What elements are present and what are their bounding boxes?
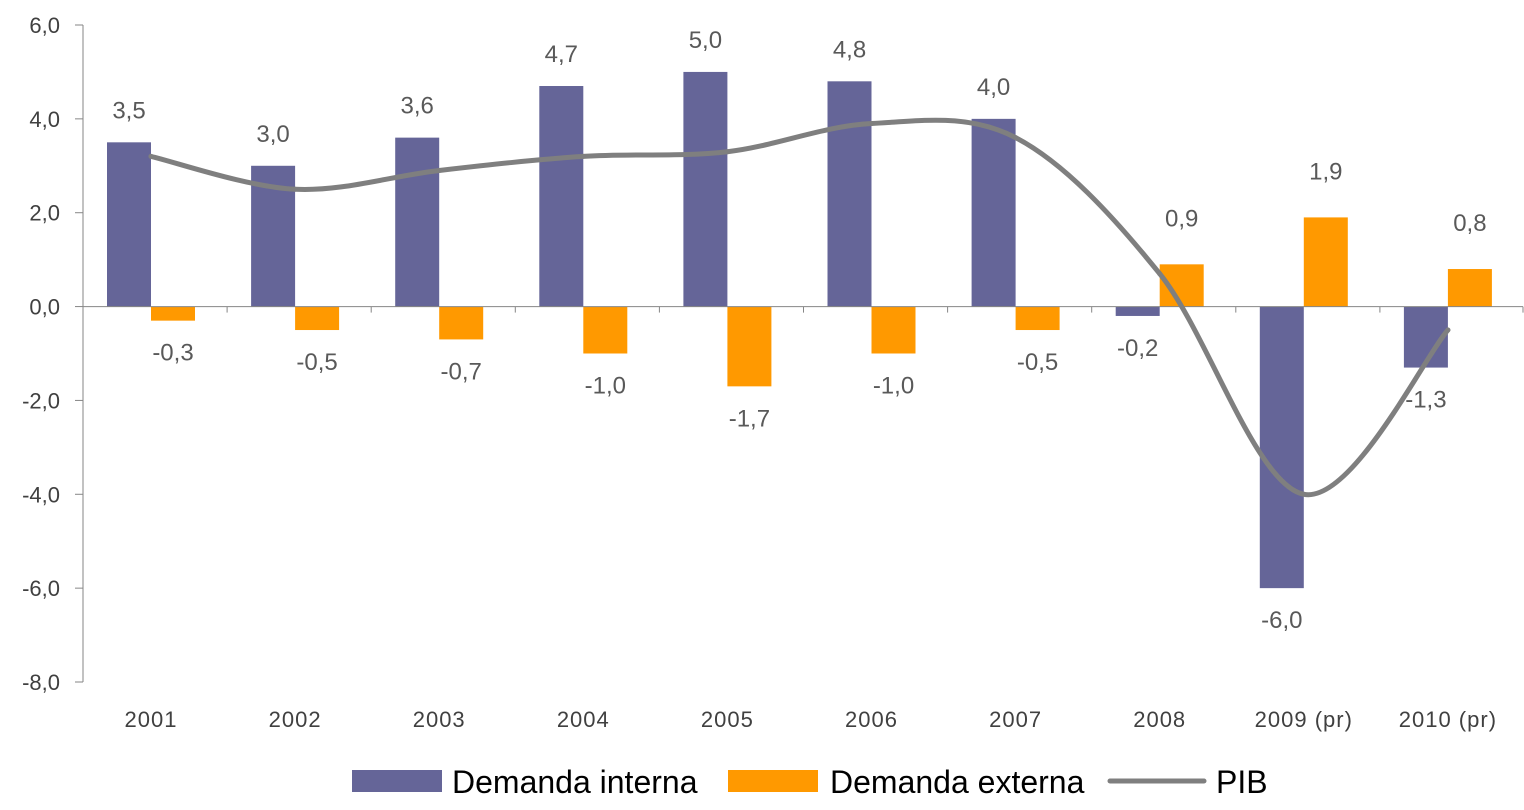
bar-demanda-interna-2009-pr: [1259, 306, 1304, 589]
point-pib-2010-pr: [1445, 327, 1451, 333]
data-label-demanda-externa-2007: -0,5: [1017, 349, 1058, 376]
data-label-demanda-externa-2003: -0,7: [441, 358, 482, 385]
bar-demanda-externa-2001: [151, 306, 195, 321]
legend-swatch-demanda-interna: [352, 770, 442, 792]
data-label-demanda-externa-2008: 0,9: [1165, 205, 1198, 232]
data-label-demanda-interna-2010-pr: -1,3: [1405, 387, 1446, 414]
data-label-demanda-externa-2010-pr: 0,8: [1453, 210, 1486, 237]
x-tick-label: 2001: [125, 707, 178, 732]
bar-demanda-externa-2004: [583, 306, 628, 354]
bar-demanda-externa-2007: [1015, 306, 1060, 331]
point-pib-2006: [869, 121, 874, 127]
y-tick-label: 6,0: [29, 13, 60, 38]
bar-demanda-interna-2001: [107, 142, 151, 307]
x-tick-label: 2009 (pr): [1255, 707, 1353, 732]
bar-demanda-interna-2003: [395, 137, 440, 307]
x-tick-label: 2006: [845, 707, 898, 732]
y-tick-label: 2,0: [29, 201, 60, 226]
bar-demanda-interna-2007: [971, 118, 1016, 307]
y-tick-label: 0,0: [29, 295, 60, 320]
line-pib: [148, 117, 1451, 497]
data-label-demanda-interna-2009-pr: -6,0: [1261, 607, 1302, 634]
data-label-demanda-externa-2005: -1,7: [729, 405, 770, 432]
x-tick-label: 2002: [269, 707, 322, 732]
legend-item-demanda-interna: Demanda interna: [352, 764, 698, 800]
point-pib-2009-pr: [1301, 491, 1307, 497]
legend-item-demanda-externa: Demanda externa: [728, 764, 1085, 800]
y-tick-label: -4,0: [22, 482, 60, 507]
y-tick-label: -2,0: [22, 388, 60, 413]
point-pib-2002: [292, 186, 298, 192]
bar-demanda-externa-2009-pr: [1303, 217, 1348, 307]
x-tick-label: 2010 (pr): [1399, 707, 1497, 732]
legend-swatch-demanda-externa: [728, 770, 818, 792]
x-tick-label: 2007: [989, 707, 1042, 732]
x-tick-label: 2004: [557, 707, 610, 732]
data-label-demanda-externa-2002: -0,5: [296, 349, 337, 376]
bar-demanda-interna-2006: [827, 81, 872, 307]
x-tick-label: 2008: [1133, 707, 1186, 732]
point-pib-2001: [148, 153, 154, 159]
bar-demanda-interna-2005: [683, 71, 728, 307]
bar-demanda-externa-2010-pr: [1447, 269, 1492, 307]
data-label-demanda-interna-2002: 3,0: [256, 121, 289, 148]
data-label-demanda-interna-2006: 4,8: [833, 36, 866, 63]
x-tick-label: 2003: [413, 707, 466, 732]
y-tick-label: 4,0: [29, 107, 60, 132]
data-label-demanda-interna-2003: 3,6: [401, 93, 434, 120]
data-label-demanda-interna-2004: 4,7: [545, 41, 578, 68]
bar-demanda-externa-2006: [871, 306, 916, 354]
data-label-demanda-interna-2005: 5,0: [689, 27, 722, 54]
legend-label-demanda-externa: Demanda externa: [830, 764, 1085, 800]
legend-item-pib: PIB: [1107, 764, 1268, 800]
x-tick-label: 2005: [701, 707, 754, 732]
bar-demanda-externa-2005: [727, 306, 772, 387]
data-label-demanda-externa-2001: -0,3: [152, 340, 193, 367]
point-pib-2004: [580, 153, 586, 159]
bar-demanda-interna-2004: [539, 86, 584, 307]
bar-demanda-interna-2008: [1115, 306, 1160, 316]
legend-label-demanda-interna: Demanda interna: [452, 764, 698, 800]
data-label-demanda-externa-2004: -1,0: [585, 373, 626, 400]
point-pib-2003: [436, 167, 442, 173]
point-pib-2008: [1157, 271, 1163, 277]
data-label-demanda-interna-2001: 3,5: [112, 97, 145, 124]
bar-demanda-externa-2003: [439, 306, 484, 340]
data-label-demanda-externa-2006: -1,0: [873, 373, 914, 400]
y-tick-label: -8,0: [22, 670, 60, 695]
point-pib-2007: [1013, 135, 1019, 141]
data-label-demanda-interna-2008: -0,2: [1117, 335, 1158, 362]
data-label-demanda-externa-2009-pr: 1,9: [1309, 158, 1342, 185]
point-pib-2005: [724, 149, 730, 155]
bar-demanda-externa-2002: [295, 306, 340, 331]
y-tick-label: -6,0: [22, 576, 60, 601]
data-label-demanda-interna-2007: 4,0: [977, 74, 1010, 101]
legend-label-pib: PIB: [1216, 764, 1268, 800]
